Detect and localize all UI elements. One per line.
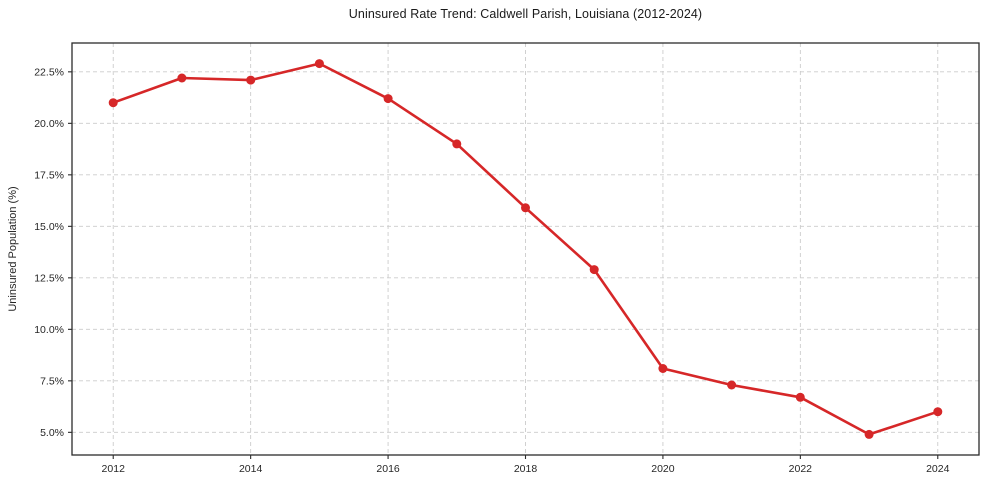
- data-point-2017: [452, 139, 462, 149]
- y-tick-label: 22.5%: [34, 67, 64, 79]
- y-tick-label: 5.0%: [40, 427, 64, 439]
- x-tick-label: 2016: [376, 463, 400, 475]
- data-point-2018: [521, 203, 530, 213]
- x-tick-label: 2018: [514, 463, 538, 475]
- chart-title: Uninsured Rate Trend: Caldwell Parish, L…: [348, 7, 703, 21]
- data-point-2013: [177, 73, 187, 83]
- data-point-2023: [864, 429, 874, 439]
- data-point-2014: [246, 75, 256, 85]
- data-point-2016: [383, 94, 393, 104]
- y-tick-label: 15.0%: [34, 221, 64, 233]
- y-tick-label: 20.0%: [34, 118, 64, 130]
- data-point-2022: [795, 392, 805, 402]
- data-point-2021: [727, 380, 737, 390]
- data-point-2024: [933, 407, 943, 417]
- y-tick-label: 10.0%: [34, 324, 64, 336]
- y-tick-label: 7.5%: [40, 376, 64, 388]
- x-tick-label: 2014: [239, 463, 263, 475]
- data-point-2020: [658, 364, 668, 373]
- data-point-2015: [314, 59, 324, 69]
- x-tick-label: 2020: [651, 463, 675, 475]
- x-tick-label: 2024: [926, 463, 950, 475]
- data-point-2019: [589, 265, 599, 275]
- axes-border: [71, 42, 980, 456]
- x-tick-label: 2022: [789, 463, 813, 475]
- y-tick-label: 12.5%: [34, 273, 64, 285]
- y-tick-label: 17.5%: [34, 170, 64, 182]
- x-tick-label: 2012: [102, 463, 126, 475]
- data-point-2012: [108, 98, 118, 108]
